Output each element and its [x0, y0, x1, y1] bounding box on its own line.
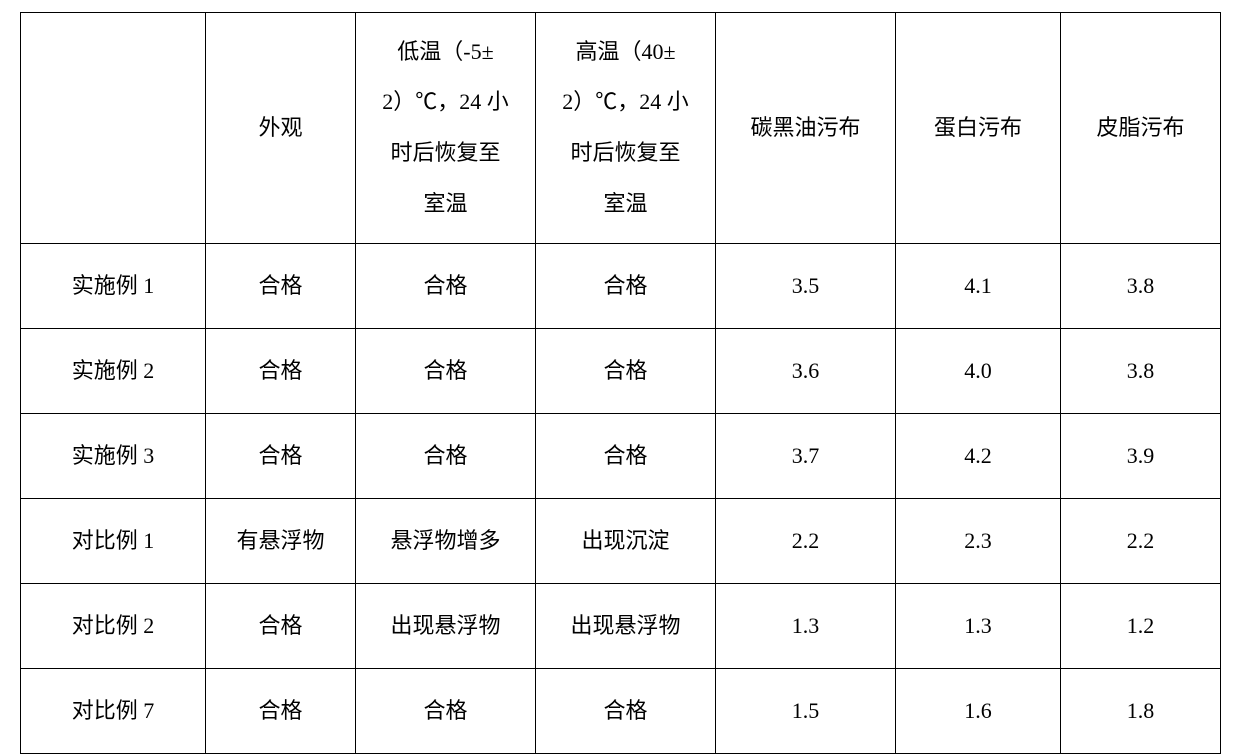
- cell-protein: 2.3: [896, 499, 1061, 584]
- col-header-low-temp-line: 低温（-5±: [360, 27, 531, 78]
- cell-low-temp: 合格: [356, 669, 536, 754]
- cell-high-temp: 合格: [536, 244, 716, 329]
- table-row: 实施例 2 合格 合格 合格 3.6 4.0 3.8: [21, 329, 1221, 414]
- col-header-high-temp-line: 时后恢复至: [540, 128, 711, 179]
- page: 外观 低温（-5± 2）℃，24 小 时后恢复至 室温 高温（40± 2）℃，2…: [0, 0, 1240, 748]
- cell-high-temp: 出现悬浮物: [536, 584, 716, 669]
- cell-soot: 3.6: [716, 329, 896, 414]
- cell-low-temp: 合格: [356, 414, 536, 499]
- cell-sebum: 1.8: [1061, 669, 1221, 754]
- cell-appearance: 合格: [206, 244, 356, 329]
- cell-label: 对比例 2: [21, 584, 206, 669]
- cell-soot: 1.3: [716, 584, 896, 669]
- cell-low-temp: 出现悬浮物: [356, 584, 536, 669]
- col-header-sebum: 皮脂污布: [1061, 13, 1221, 244]
- cell-label: 实施例 2: [21, 329, 206, 414]
- col-header-low-temp: 低温（-5± 2）℃，24 小 时后恢复至 室温: [356, 13, 536, 244]
- col-header-low-temp-line: 时后恢复至: [360, 128, 531, 179]
- table-row: 实施例 1 合格 合格 合格 3.5 4.1 3.8: [21, 244, 1221, 329]
- cell-label: 对比例 1: [21, 499, 206, 584]
- col-header-high-temp-line: 2）℃，24 小: [540, 77, 711, 128]
- col-header-low-temp-line: 室温: [360, 179, 531, 230]
- cell-appearance: 合格: [206, 584, 356, 669]
- col-header-high-temp-line: 室温: [540, 179, 711, 230]
- cell-low-temp: 合格: [356, 244, 536, 329]
- cell-protein: 4.2: [896, 414, 1061, 499]
- cell-high-temp: 出现沉淀: [536, 499, 716, 584]
- cell-sebum: 2.2: [1061, 499, 1221, 584]
- cell-label: 实施例 1: [21, 244, 206, 329]
- cell-appearance: 有悬浮物: [206, 499, 356, 584]
- cell-high-temp: 合格: [536, 414, 716, 499]
- cell-soot: 3.5: [716, 244, 896, 329]
- table-row: 实施例 3 合格 合格 合格 3.7 4.2 3.9: [21, 414, 1221, 499]
- table-row: 对比例 1 有悬浮物 悬浮物增多 出现沉淀 2.2 2.3 2.2: [21, 499, 1221, 584]
- cell-sebum: 3.8: [1061, 244, 1221, 329]
- cell-protein: 1.6: [896, 669, 1061, 754]
- table-row: 对比例 2 合格 出现悬浮物 出现悬浮物 1.3 1.3 1.2: [21, 584, 1221, 669]
- cell-sebum: 3.8: [1061, 329, 1221, 414]
- cell-protein: 4.1: [896, 244, 1061, 329]
- col-header-high-temp-line: 高温（40±: [540, 27, 711, 78]
- col-header-label: [21, 13, 206, 244]
- col-header-protein: 蛋白污布: [896, 13, 1061, 244]
- table-header-row: 外观 低温（-5± 2）℃，24 小 时后恢复至 室温 高温（40± 2）℃，2…: [21, 13, 1221, 244]
- cell-sebum: 1.2: [1061, 584, 1221, 669]
- col-header-appearance: 外观: [206, 13, 356, 244]
- cell-low-temp: 悬浮物增多: [356, 499, 536, 584]
- results-table: 外观 低温（-5± 2）℃，24 小 时后恢复至 室温 高温（40± 2）℃，2…: [20, 12, 1221, 754]
- cell-protein: 4.0: [896, 329, 1061, 414]
- cell-soot: 1.5: [716, 669, 896, 754]
- cell-high-temp: 合格: [536, 669, 716, 754]
- cell-sebum: 3.9: [1061, 414, 1221, 499]
- cell-soot: 2.2: [716, 499, 896, 584]
- col-header-high-temp: 高温（40± 2）℃，24 小 时后恢复至 室温: [536, 13, 716, 244]
- col-header-soot: 碳黑油污布: [716, 13, 896, 244]
- col-header-low-temp-line: 2）℃，24 小: [360, 77, 531, 128]
- cell-appearance: 合格: [206, 414, 356, 499]
- cell-soot: 3.7: [716, 414, 896, 499]
- cell-low-temp: 合格: [356, 329, 536, 414]
- cell-label: 对比例 7: [21, 669, 206, 754]
- cell-high-temp: 合格: [536, 329, 716, 414]
- table-row: 对比例 7 合格 合格 合格 1.5 1.6 1.8: [21, 669, 1221, 754]
- cell-label: 实施例 3: [21, 414, 206, 499]
- cell-appearance: 合格: [206, 329, 356, 414]
- cell-appearance: 合格: [206, 669, 356, 754]
- cell-protein: 1.3: [896, 584, 1061, 669]
